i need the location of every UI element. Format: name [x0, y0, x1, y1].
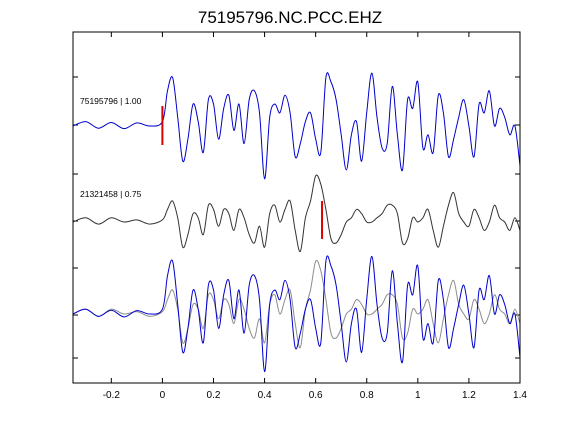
x-tick-label: -0.2	[103, 390, 121, 401]
x-tick-label: 0.8	[360, 390, 374, 401]
trace-line-1	[72, 72, 521, 180]
trace-label-2: 21321458 | 0.75	[80, 189, 142, 199]
chart-title: 75195796.NC.PCC.EHZ	[198, 8, 382, 27]
x-tick-label: 1	[415, 390, 421, 401]
trace-line-2	[72, 174, 521, 252]
x-tick-label: 0.6	[309, 390, 323, 401]
x-tick-label: 0	[160, 390, 166, 401]
x-tick-label: 0.2	[207, 390, 221, 401]
x-tick-label: 0.4	[258, 390, 272, 401]
x-tick-label: 1.2	[462, 390, 476, 401]
plot-area: -0.2 0 0.2 0.4 0.6 0.8 1 1.2 1.4 75195796 | 1.00 2…	[72, 32, 527, 401]
plot-frame	[72, 31, 521, 384]
trace-label-1: 75195796 | 1.00	[80, 96, 142, 106]
x-tick-label: 1.4	[513, 390, 527, 401]
overlay-trace-gray	[72, 259, 521, 349]
overlay-trace-blue	[72, 255, 521, 373]
